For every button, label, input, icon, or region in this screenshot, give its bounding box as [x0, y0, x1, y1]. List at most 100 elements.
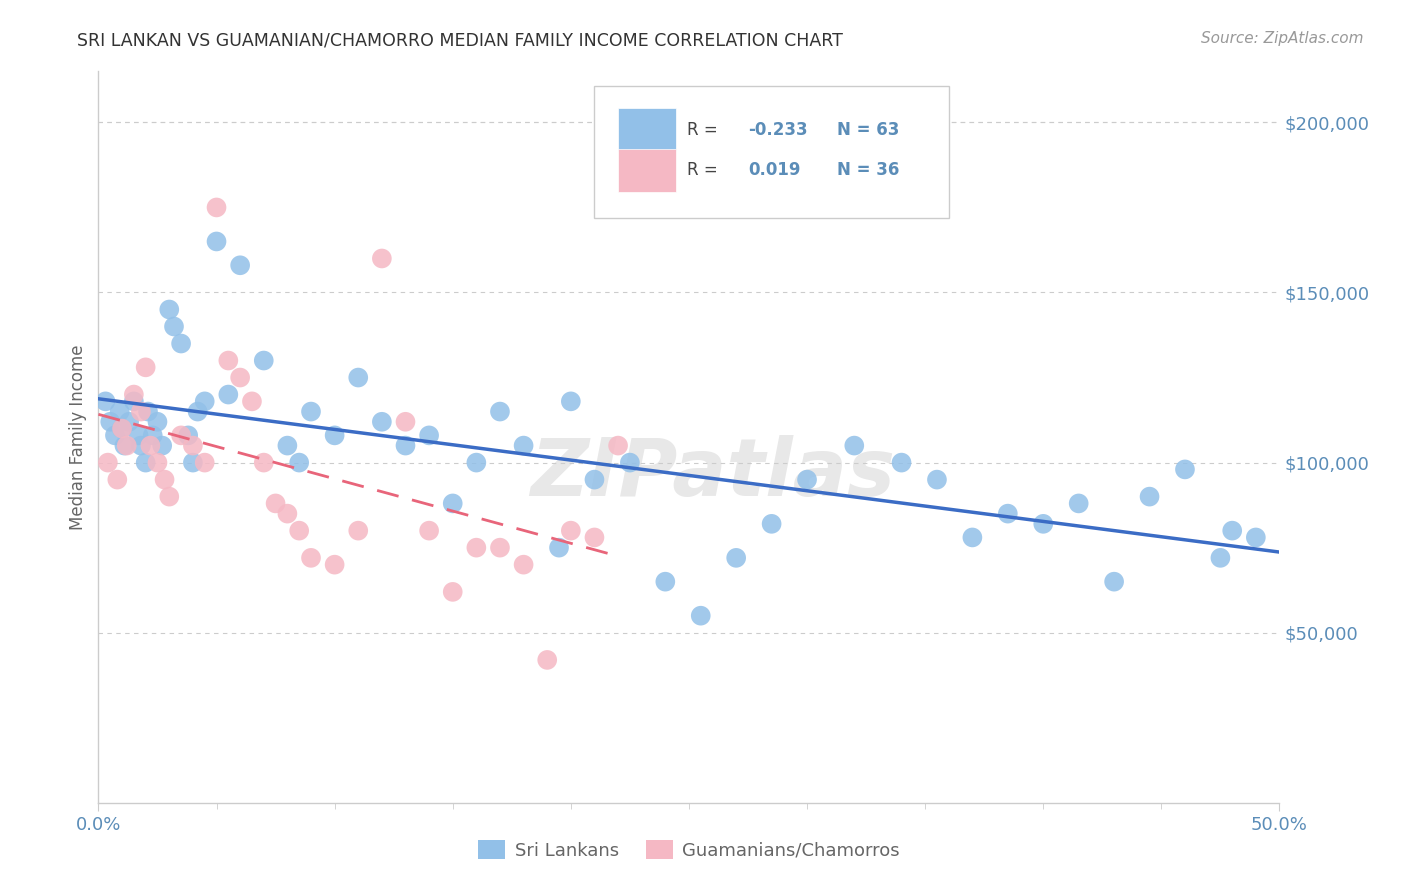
Point: [962, 531, 984, 545]
Point: [536, 653, 558, 667]
Point: [371, 252, 394, 266]
Point: [170, 428, 193, 442]
Point: [157, 490, 180, 504]
Point: [1067, 496, 1090, 510]
Point: [512, 558, 534, 572]
Point: [583, 531, 606, 545]
Point: [139, 439, 162, 453]
Point: [118, 415, 141, 429]
Point: [135, 360, 157, 375]
Text: 0.019: 0.019: [748, 161, 800, 179]
Point: [217, 353, 239, 368]
Point: [229, 370, 252, 384]
Point: [276, 507, 298, 521]
Point: [129, 404, 152, 418]
Point: [299, 550, 322, 565]
Text: N = 36: N = 36: [837, 161, 898, 179]
Point: [136, 404, 159, 418]
Point: [560, 524, 582, 538]
Point: [128, 428, 150, 442]
Point: [1102, 574, 1125, 589]
Point: [347, 524, 370, 538]
Point: [112, 439, 135, 453]
Text: SRI LANKAN VS GUAMANIAN/CHAMORRO MEDIAN FAMILY INCOME CORRELATION CHART: SRI LANKAN VS GUAMANIAN/CHAMORRO MEDIAN …: [77, 31, 844, 49]
Point: [844, 439, 866, 453]
Point: [1174, 462, 1197, 476]
Point: [654, 574, 676, 589]
Point: [181, 439, 204, 453]
Point: [288, 456, 311, 470]
Point: [253, 456, 276, 470]
Point: [394, 415, 416, 429]
Point: [441, 585, 464, 599]
Point: [418, 428, 440, 442]
Point: [194, 456, 217, 470]
Point: [323, 558, 346, 572]
Point: [548, 541, 571, 555]
Point: [264, 496, 287, 510]
Point: [194, 394, 217, 409]
FancyBboxPatch shape: [619, 108, 676, 152]
Point: [108, 404, 131, 418]
Point: [394, 439, 416, 453]
Point: [465, 541, 488, 555]
Point: [240, 394, 263, 409]
Point: [1209, 550, 1232, 565]
Point: [157, 302, 180, 317]
Point: [97, 456, 120, 470]
Point: [925, 473, 948, 487]
Point: [181, 456, 204, 470]
Point: [129, 439, 152, 453]
Point: [796, 473, 818, 487]
Point: [465, 456, 488, 470]
Point: [253, 353, 276, 368]
Point: [299, 404, 322, 418]
Point: [441, 496, 464, 510]
Point: [187, 404, 209, 418]
Point: [689, 608, 711, 623]
Point: [217, 387, 239, 401]
Point: [98, 415, 121, 429]
FancyBboxPatch shape: [595, 86, 949, 218]
Point: [115, 439, 138, 453]
Point: [177, 428, 200, 442]
FancyBboxPatch shape: [619, 149, 676, 192]
Point: [150, 439, 173, 453]
Point: [619, 456, 641, 470]
Point: [607, 439, 630, 453]
Point: [997, 507, 1019, 521]
Point: [347, 370, 370, 384]
Point: [323, 428, 346, 442]
Point: [288, 524, 311, 538]
Point: [489, 404, 512, 418]
Point: [146, 415, 169, 429]
Point: [1032, 516, 1054, 531]
Text: N = 63: N = 63: [837, 121, 898, 139]
Point: [1220, 524, 1243, 538]
Point: [170, 336, 193, 351]
Point: [205, 235, 228, 249]
Point: [1244, 531, 1267, 545]
Point: [205, 201, 228, 215]
Point: [135, 456, 157, 470]
Point: [512, 439, 534, 453]
Point: [229, 258, 252, 272]
Point: [111, 421, 134, 435]
Text: R =: R =: [686, 161, 723, 179]
Point: [146, 456, 169, 470]
Point: [583, 473, 606, 487]
Point: [890, 456, 912, 470]
Point: [122, 394, 145, 409]
Point: [1139, 490, 1161, 504]
Point: [163, 319, 186, 334]
Point: [761, 516, 783, 531]
Point: [104, 428, 127, 442]
Point: [105, 473, 128, 487]
Point: [371, 415, 394, 429]
Point: [142, 428, 165, 442]
Point: [122, 387, 145, 401]
Point: [153, 473, 176, 487]
Text: R =: R =: [686, 121, 723, 139]
Text: Source: ZipAtlas.com: Source: ZipAtlas.com: [1201, 31, 1364, 46]
Text: ZIPatlas: ZIPatlas: [530, 434, 896, 513]
